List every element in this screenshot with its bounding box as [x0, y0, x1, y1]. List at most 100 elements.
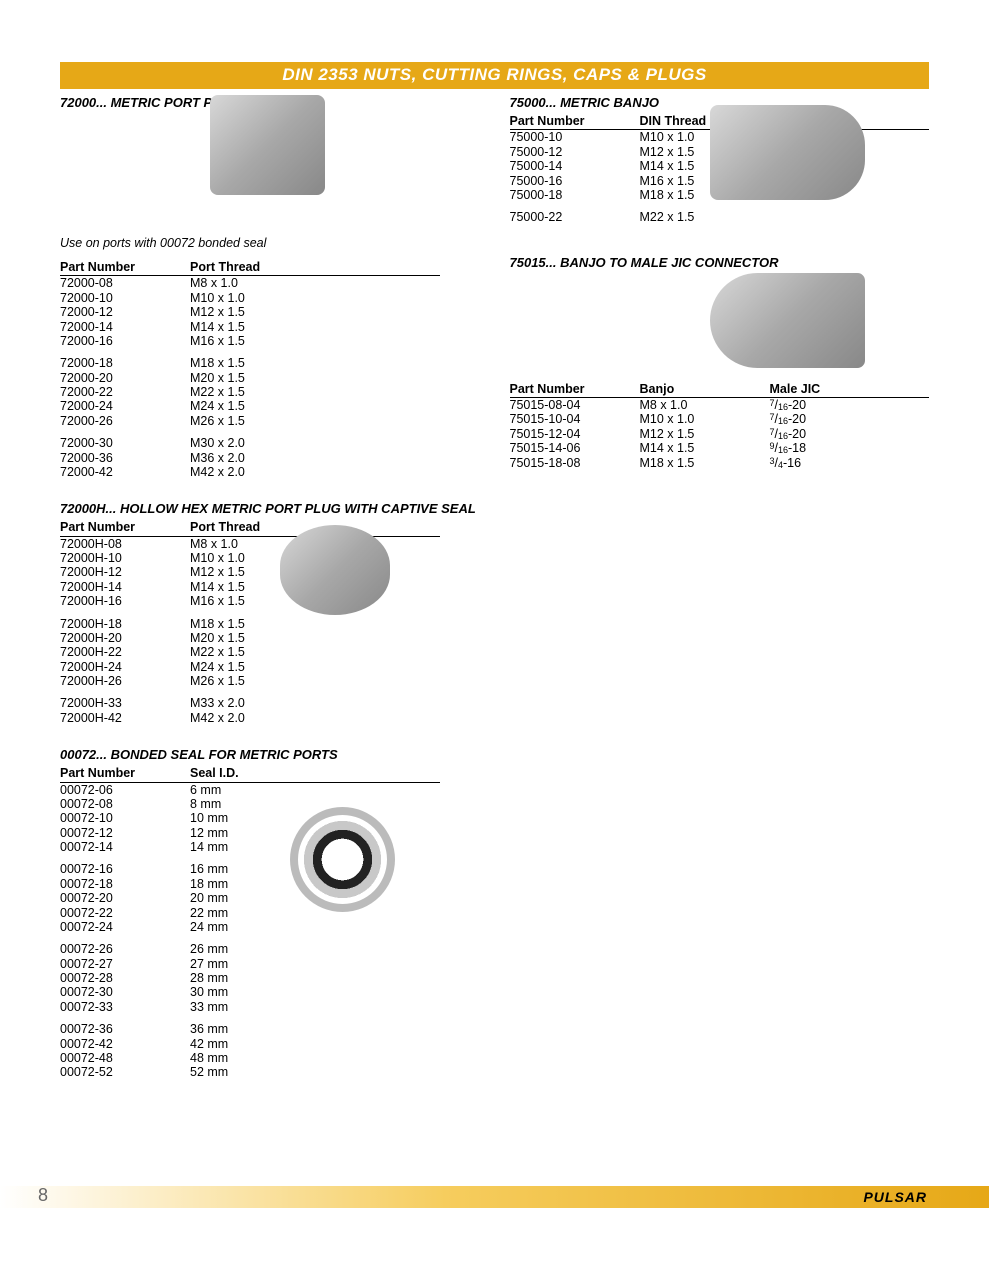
- product-image-banjo-connector: [710, 273, 865, 368]
- th-male-jic: Male JIC: [770, 382, 930, 398]
- table-cell: 72000H-10: [60, 551, 190, 565]
- table-cell: 75015-10-04: [510, 412, 640, 426]
- table-cell: 72000H-14: [60, 580, 190, 594]
- table-cell: 7/16-20: [770, 427, 930, 441]
- table-cell: 00072-33: [60, 1000, 190, 1014]
- table-cell: 00072-10: [60, 811, 190, 825]
- table-cell: 75000-10: [510, 130, 640, 145]
- table-cell: M33 x 2.0: [190, 688, 440, 710]
- table-cell: M42 x 2.0: [190, 711, 440, 725]
- table-cell: 72000H-16: [60, 594, 190, 608]
- page-banner: DIN 2353 NUTS, CUTTING RINGS, CAPS & PLU…: [60, 62, 929, 89]
- th-port-thread: Port Thread: [190, 260, 440, 276]
- table-cell: 72000-20: [60, 371, 190, 385]
- product-image-plug: [210, 95, 325, 195]
- table-cell: 8 mm: [190, 797, 440, 811]
- table-cell: 00072-14: [60, 840, 190, 854]
- table-cell: 72000-12: [60, 305, 190, 319]
- table-cell: 28 mm: [190, 971, 440, 985]
- page-footer-bar: [0, 1186, 989, 1208]
- table-cell: 72000H-20: [60, 631, 190, 645]
- table-cell: M10 x 1.0: [190, 291, 440, 305]
- table-cell: 72000-16: [60, 334, 190, 348]
- table-cell: 42 mm: [190, 1037, 440, 1051]
- section-title: 75015... BANJO TO MALE JIC CONNECTOR: [510, 255, 930, 270]
- table-cell: 72000-36: [60, 451, 190, 465]
- table-cell: M18 x 1.5: [640, 456, 770, 470]
- table-cell: M8 x 1.0: [190, 276, 440, 291]
- table-cell: 00072-24: [60, 920, 190, 934]
- table-cell: 75015-08-04: [510, 398, 640, 413]
- section-title: 00072... BONDED SEAL FOR METRIC PORTS: [60, 747, 480, 762]
- section-75015: 75015... BANJO TO MALE JIC CONNECTOR Par…: [510, 255, 930, 470]
- table-cell: M12 x 1.5: [640, 427, 770, 441]
- table-cell: 72000-42: [60, 465, 190, 479]
- table-cell: 72000-14: [60, 320, 190, 334]
- table-cell: 72000H-24: [60, 660, 190, 674]
- table-cell: M16 x 1.5: [190, 334, 440, 348]
- table-cell: 72000-10: [60, 291, 190, 305]
- table-cell: 00072-16: [60, 854, 190, 876]
- section-72000: 72000... METRIC PORT PLUG Use on ports w…: [60, 95, 480, 479]
- table-cell: M8 x 1.0: [640, 398, 770, 413]
- table-cell: M24 x 1.5: [190, 399, 440, 413]
- table-cell: 75000-16: [510, 174, 640, 188]
- table-cell: 00072-52: [60, 1065, 190, 1079]
- table-cell: 75000-22: [510, 202, 640, 224]
- table-cell: 72000H-22: [60, 645, 190, 659]
- table-cell: 00072-27: [60, 957, 190, 971]
- table-cell: 72000-18: [60, 348, 190, 370]
- use-note: Use on ports with 00072 bonded seal: [60, 236, 480, 250]
- section-00072: 00072... BONDED SEAL FOR METRIC PORTS Pa…: [60, 747, 480, 1080]
- table-cell: M30 x 2.0: [190, 428, 440, 450]
- page-number: 8: [38, 1185, 48, 1206]
- table-cell: M22 x 1.5: [190, 385, 440, 399]
- table-00072: Part Number Seal I.D. 00072-066 mm00072-…: [60, 766, 440, 1080]
- table-cell: 00072-08: [60, 797, 190, 811]
- table-cell: M42 x 2.0: [190, 465, 440, 479]
- table-cell: 72000-08: [60, 276, 190, 291]
- table-cell: 33 mm: [190, 1000, 440, 1014]
- th-banjo: Banjo: [640, 382, 770, 398]
- table-cell: 72000H-08: [60, 536, 190, 551]
- table-cell: 72000-24: [60, 399, 190, 413]
- table-cell: 00072-20: [60, 891, 190, 905]
- table-cell: 72000H-26: [60, 674, 190, 688]
- table-cell: M14 x 1.5: [190, 320, 440, 334]
- section-title: 72000H... HOLLOW HEX METRIC PORT PLUG WI…: [60, 501, 480, 516]
- product-image-seal: [290, 807, 395, 912]
- table-cell: 9/16-18: [770, 441, 930, 455]
- table-cell: 22 mm: [190, 906, 440, 920]
- table-cell: 52 mm: [190, 1065, 440, 1079]
- table-cell: M12 x 1.5: [190, 305, 440, 319]
- table-cell: 00072-48: [60, 1051, 190, 1065]
- table-cell: 75000-18: [510, 188, 640, 202]
- table-cell: 75015-14-06: [510, 441, 640, 455]
- table-cell: 72000H-12: [60, 565, 190, 579]
- th-part-number: Part Number: [510, 114, 640, 130]
- table-cell: 72000-30: [60, 428, 190, 450]
- th-part-number: Part Number: [60, 260, 190, 276]
- table-cell: M24 x 1.5: [190, 660, 440, 674]
- table-cell: M20 x 1.5: [190, 371, 440, 385]
- table-cell: 00072-12: [60, 826, 190, 840]
- table-cell: 36 mm: [190, 1014, 440, 1036]
- table-cell: 72000H-18: [60, 609, 190, 631]
- table-cell: 3/4-16: [770, 456, 930, 470]
- table-cell: M20 x 1.5: [190, 631, 440, 645]
- table-cell: 7/16-20: [770, 412, 930, 426]
- table-cell: 27 mm: [190, 957, 440, 971]
- table-cell: 00072-36: [60, 1014, 190, 1036]
- table-cell: 72000-26: [60, 414, 190, 428]
- section-75000: 75000... METRIC BANJO Part Number DIN Th…: [510, 95, 930, 225]
- table-cell: M36 x 2.0: [190, 451, 440, 465]
- th-part-number: Part Number: [60, 766, 190, 782]
- table-cell: M10 x 1.0: [640, 412, 770, 426]
- table-cell: 24 mm: [190, 920, 440, 934]
- table-cell: 72000H-42: [60, 711, 190, 725]
- table-cell: 48 mm: [190, 1051, 440, 1065]
- table-cell: 75000-12: [510, 145, 640, 159]
- table-cell: M22 x 1.5: [190, 645, 440, 659]
- table-cell: 30 mm: [190, 985, 440, 999]
- table-cell: M18 x 1.5: [190, 348, 440, 370]
